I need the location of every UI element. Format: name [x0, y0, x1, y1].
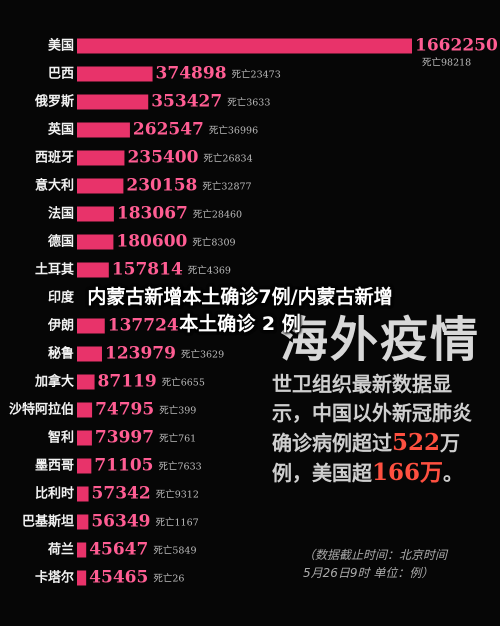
value-label: 71105 — [94, 456, 153, 476]
bar — [77, 514, 89, 530]
category-label: 美国 — [48, 38, 74, 54]
category-label: 比利时 — [35, 486, 74, 502]
category-label: 卡塔尔 — [35, 570, 74, 586]
category-label: 德国 — [48, 234, 74, 250]
value-label: 262547 — [133, 120, 204, 140]
category-label: 土耳其 — [35, 262, 74, 278]
category-label: 秘鲁 — [48, 346, 74, 362]
death-label: 死亡8309 — [192, 237, 235, 249]
value-label: 137724 — [108, 316, 179, 336]
death-label: 死亡1167 — [156, 517, 199, 529]
bar — [77, 542, 87, 558]
value-label: 73997 — [95, 428, 154, 448]
description-part: 。 — [443, 461, 464, 485]
value-label: 45647 — [89, 540, 148, 560]
value-label: 235400 — [127, 148, 198, 168]
death-label: 死亡761 — [159, 433, 196, 445]
death-label: 死亡36996 — [209, 125, 258, 137]
description-part: 世卫组织最新数据显示，中国以外新冠肺炎确诊病例超过 — [272, 372, 472, 455]
death-label: 死亡23473 — [232, 69, 281, 81]
death-label: 死亡32877 — [202, 181, 251, 193]
value-label: 157814 — [112, 260, 183, 280]
bar — [77, 66, 153, 82]
bar — [77, 346, 102, 362]
category-label: 墨西哥 — [35, 458, 74, 474]
value-label: 57342 — [92, 484, 151, 504]
category-label: 智利 — [48, 430, 74, 446]
heading: 海外疫情 — [280, 312, 481, 368]
bar — [77, 122, 130, 138]
death-label: 死亡4369 — [188, 265, 231, 277]
category-label: 巴基斯坦 — [22, 514, 74, 530]
value-label: 180600 — [116, 232, 187, 252]
value-label: 230158 — [126, 176, 197, 196]
death-label: 死亡98218 — [422, 57, 471, 69]
bar — [77, 318, 105, 334]
category-label: 法国 — [48, 206, 74, 222]
description-part: 166万 — [372, 459, 444, 486]
bar — [77, 94, 149, 110]
category-label: 伊朗 — [47, 318, 74, 334]
death-label: 死亡7633 — [158, 461, 201, 473]
value-label: 1662250 — [415, 36, 498, 56]
category-label: 巴西 — [48, 67, 74, 82]
category-label: 西班牙 — [35, 150, 74, 166]
value-label: 353427 — [151, 92, 222, 112]
value-label: 374898 — [156, 64, 227, 84]
value-label: 87119 — [98, 372, 157, 392]
death-label: 死亡26834 — [203, 153, 252, 165]
death-label: 死亡28460 — [193, 209, 242, 221]
death-label: 死亡26 — [153, 573, 184, 585]
overlay-line: 本土确诊 2 例 — [179, 313, 301, 335]
value-label: 56349 — [91, 512, 150, 532]
category-label: 加拿大 — [34, 374, 74, 390]
bar — [77, 234, 114, 250]
bar — [77, 206, 114, 222]
death-label: 死亡9312 — [156, 489, 199, 501]
category-label: 沙特阿拉伯 — [9, 402, 74, 418]
category-label: 俄罗斯 — [34, 94, 74, 110]
category-label: 印度 — [48, 290, 75, 306]
bar — [77, 150, 125, 166]
bar — [77, 178, 124, 194]
category-label: 英国 — [47, 122, 74, 138]
description-part: 522 — [392, 429, 441, 456]
overlay-title: 内蒙古新增本土确诊7例/内蒙古新增 本土确诊 2 例 — [0, 284, 480, 338]
bar — [77, 430, 92, 446]
value-label: 123979 — [105, 344, 176, 364]
death-label: 死亡5849 — [153, 545, 196, 557]
value-label: 183067 — [117, 204, 188, 224]
death-label: 死亡3633 — [227, 97, 270, 109]
overlay-line: 内蒙古新增本土确诊7例/内蒙古新增 — [87, 286, 393, 308]
bar — [77, 402, 93, 418]
bar — [77, 458, 92, 474]
death-label: 死亡3629 — [181, 349, 224, 361]
bar — [77, 38, 412, 54]
value-label: 45465 — [89, 568, 148, 588]
death-label: 死亡6655 — [162, 377, 205, 389]
description: 世卫组织最新数据显示，中国以外新冠肺炎确诊病例超过522万例，美国超166万。 — [272, 370, 472, 488]
description-part: 万例，美国超 — [272, 431, 461, 485]
note: （数据截止时间：北京时间 5月26日9时 单位：例） — [303, 546, 447, 582]
note-line: 5月26日9时 单位：例） — [303, 566, 434, 580]
bar — [77, 486, 89, 502]
value-label: 74795 — [95, 400, 154, 420]
category-label: 意大利 — [35, 178, 74, 194]
bar — [77, 570, 87, 586]
category-label: 荷兰 — [47, 542, 74, 558]
note-line: （数据截止时间：北京时间 — [303, 548, 448, 562]
bar — [77, 262, 109, 278]
bar — [77, 374, 95, 390]
death-label: 死亡399 — [159, 405, 196, 417]
